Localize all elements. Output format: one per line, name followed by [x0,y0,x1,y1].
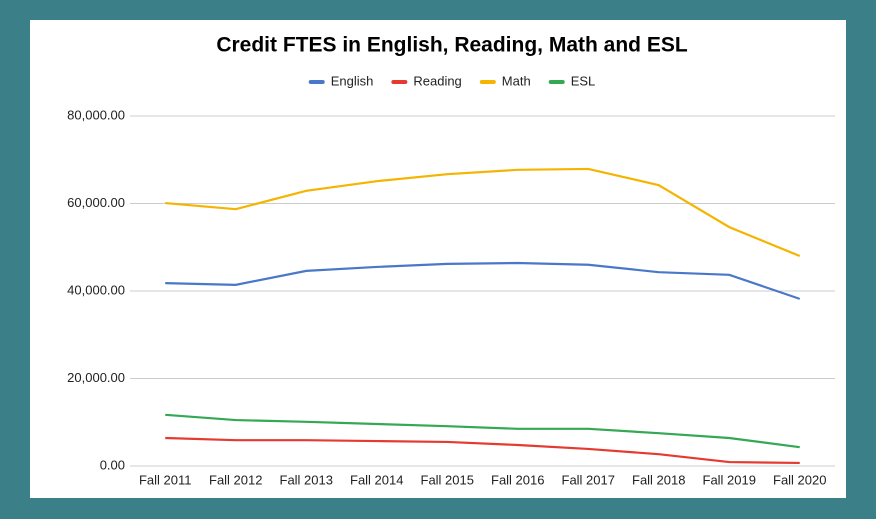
legend-label: ESL [571,73,596,88]
x-tick-label: Fall 2011 [139,472,192,487]
legend-swatch [479,80,496,84]
chart-title: Credit FTES in English, Reading, Math an… [216,34,688,57]
legend-swatch [548,80,565,84]
x-tick-label: Fall 2015 [421,472,474,487]
legend-label: English [331,73,374,88]
line-series [165,261,801,300]
x-tick-label: Fall 2019 [703,472,756,487]
x-tick-label: Fall 2020 [773,472,826,487]
x-tick-label: Fall 2013 [280,472,333,487]
y-tick-label: 60,000.00 [67,195,125,210]
y-tick-label: 40,000.00 [67,282,125,297]
y-tick-label: 0.00 [100,457,125,472]
x-tick-label: Fall 2017 [562,472,615,487]
line-series [165,436,800,465]
line-series [165,413,800,449]
panel [30,20,846,498]
legend: English Reading Math ESL [308,73,596,88]
y-tick-label: 20,000.00 [67,370,125,385]
x-tick-label: Fall 2018 [632,472,685,487]
legend-swatch [391,80,408,84]
legend-swatch [308,80,325,84]
y-tick-label: 80,000.00 [67,107,125,122]
x-tick-label: Fall 2014 [350,472,403,487]
x-tick-label: Fall 2016 [491,472,544,487]
legend-label: Reading [413,73,461,88]
line-series [165,167,801,258]
legend-label: Math [502,73,531,88]
x-tick-label: Fall 2012 [209,472,262,487]
